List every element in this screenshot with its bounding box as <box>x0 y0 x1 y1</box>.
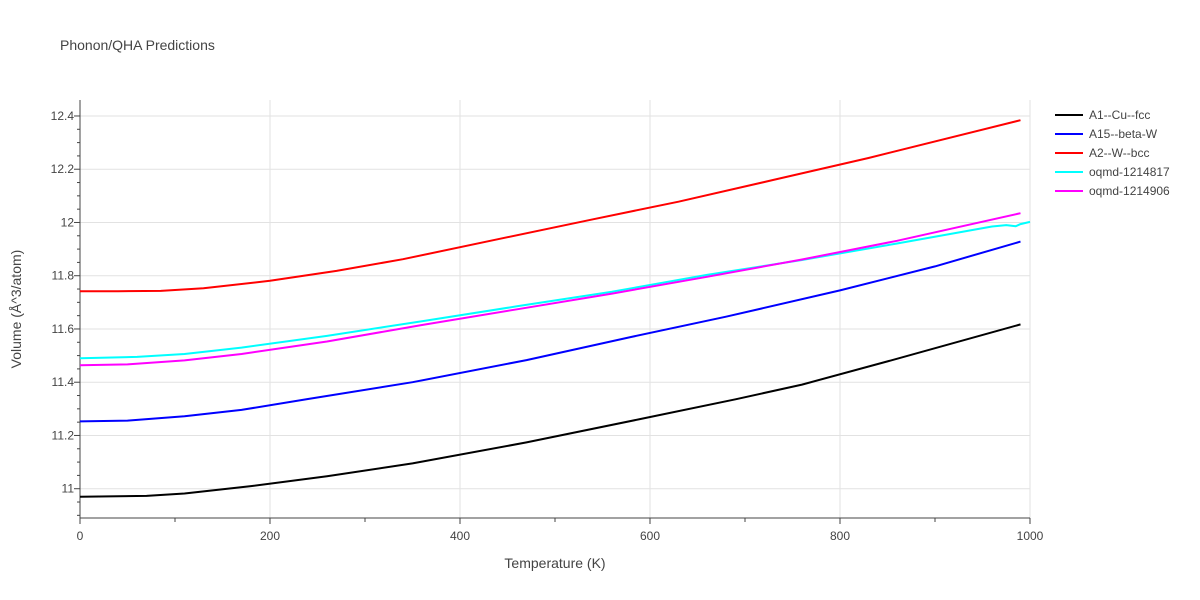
legend-label: A1--Cu--fcc <box>1089 108 1150 122</box>
y-ticks: 11 11.2 11.4 11.6 11.8 12 12.2 12.4 <box>51 109 80 516</box>
x-tick-label: 400 <box>450 529 470 543</box>
y-tick-label: 11.2 <box>52 428 75 442</box>
legend-item[interactable]: A1--Cu--fcc <box>1055 108 1150 122</box>
x-gridlines <box>269 100 1031 518</box>
legend[interactable]: A1--Cu--fcc A15--beta-W A2--W--bcc oqmd-121… <box>1055 108 1170 198</box>
y-tick-label: 11 <box>62 482 75 496</box>
series-lines <box>79 119 1031 498</box>
x-tick-label: 1000 <box>1017 529 1044 543</box>
legend-label: oqmd-1214906 <box>1089 184 1170 198</box>
series-line-oqmd-1214906 <box>79 212 1021 367</box>
y-tick-label: 11.6 <box>52 322 75 336</box>
legend-item[interactable]: A15--beta-W <box>1055 127 1158 141</box>
axes <box>79 100 1030 519</box>
y-tick-label: 11.4 <box>52 375 75 389</box>
x-tick-label: 600 <box>640 529 660 543</box>
x-tick-label: 200 <box>260 529 280 543</box>
chart-title: Phonon/QHA Predictions <box>60 37 215 53</box>
y-tick-label: 12 <box>61 215 75 229</box>
x-tick-label: 0 <box>77 529 84 543</box>
x-tick-label: 800 <box>830 529 850 543</box>
legend-item[interactable]: A2--W--bcc <box>1055 146 1149 160</box>
y-tick-label: 12.4 <box>51 109 75 123</box>
y-tick-label: 12.2 <box>51 162 75 176</box>
x-ticks: 0 200 400 600 800 1000 <box>77 518 1044 543</box>
y-axis-title: Volume (Å^3/atom) <box>8 250 24 369</box>
series-line-A1--Cu--fcc <box>79 323 1021 498</box>
series-line-A2--W--bcc <box>80 119 1021 293</box>
y-tick-label: 11.8 <box>52 269 75 283</box>
legend-label: oqmd-1214817 <box>1089 165 1170 179</box>
series-line-A15--beta-W <box>79 240 1021 423</box>
legend-item[interactable]: oqmd-1214906 <box>1055 184 1170 198</box>
legend-label: A2--W--bcc <box>1089 146 1149 160</box>
y-gridlines <box>80 115 1030 490</box>
x-axis-title: Temperature (K) <box>504 555 605 571</box>
legend-item[interactable]: oqmd-1214817 <box>1055 165 1170 179</box>
series-line-oqmd-1214817 <box>79 220 1031 360</box>
legend-label: A15--beta-W <box>1089 127 1158 141</box>
